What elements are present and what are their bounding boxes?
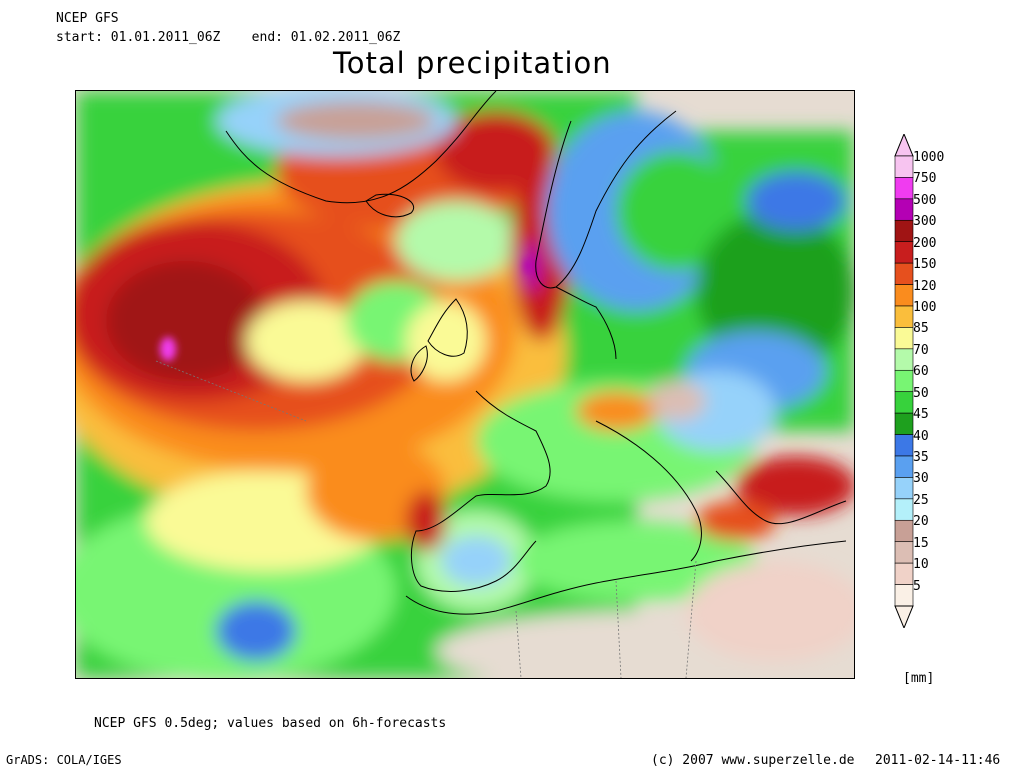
legend-swatch (894, 241, 914, 264)
model-name: NCEP GFS (56, 11, 119, 26)
legend-label: 300 (913, 214, 937, 230)
legend-swatch (894, 284, 914, 307)
legend-label: 50 (913, 385, 929, 401)
legend-label: 15 (913, 535, 929, 551)
legend-swatch (894, 391, 914, 414)
legend-swatch (894, 455, 914, 478)
legend-label: 750 (913, 171, 937, 187)
coastlines (225, 91, 847, 615)
legend-swatch (894, 498, 914, 521)
legend-swatch (894, 177, 914, 200)
legend-label: 5 (913, 578, 921, 594)
legend-swatch (894, 348, 914, 371)
legend-label: 100 (913, 300, 937, 315)
legend-label: 200 (913, 235, 937, 251)
legend-arrow-bottom (894, 605, 914, 630)
legend-swatch (894, 562, 914, 585)
legend-label: 150 (913, 257, 937, 273)
legend-scale (894, 132, 914, 630)
borders (155, 360, 697, 678)
legend-label: 85 (913, 321, 929, 337)
color-legend (894, 132, 914, 630)
forecast-period: start: 01.01.2011_06Z end: 01.02.2011_06… (56, 30, 401, 45)
legend-label: 1000 (913, 150, 945, 165)
legend-label: 60 (913, 364, 929, 380)
legend-swatch (894, 584, 914, 607)
legend-unit: [mm] (903, 671, 935, 686)
legend-swatch (894, 369, 914, 393)
legend-swatch (894, 412, 914, 435)
legend-label: 10 (913, 557, 929, 573)
footer-note: NCEP GFS 0.5deg; values based on 6h-fore… (94, 716, 447, 731)
map-title: Total precipitation (333, 46, 612, 80)
legend-swatch (894, 198, 914, 221)
precipitation-map (75, 90, 855, 679)
legend-swatch (894, 305, 914, 328)
legend-swatch (894, 327, 914, 350)
legend-label: 35 (913, 450, 929, 465)
legend-label: 30 (913, 471, 929, 487)
precip-blobs (76, 91, 854, 678)
legend-arrow-top (894, 132, 914, 157)
legend-swatch (894, 434, 914, 457)
legend-swatch (894, 155, 914, 178)
legend-label: 500 (913, 192, 937, 208)
grads-credit: GrADS: COLA/IGES (6, 753, 122, 767)
legend-label: 45 (913, 407, 929, 423)
copyright: (c) 2007 www.superzelle.de (651, 753, 855, 768)
legend-label: 120 (913, 278, 937, 294)
precipitation-field (76, 91, 854, 678)
legend-label: 20 (913, 514, 929, 530)
legend-swatch (894, 477, 914, 500)
legend-label: 40 (913, 428, 929, 444)
timestamp: 2011-02-14-11:46 (875, 753, 1001, 768)
legend-swatch (894, 262, 914, 285)
legend-label: 70 (913, 342, 929, 358)
legend-label: 25 (913, 492, 929, 508)
legend-swatch (894, 541, 914, 564)
legend-swatch (894, 519, 914, 543)
legend-swatch (894, 219, 914, 243)
extreme-spots (160, 258, 532, 361)
